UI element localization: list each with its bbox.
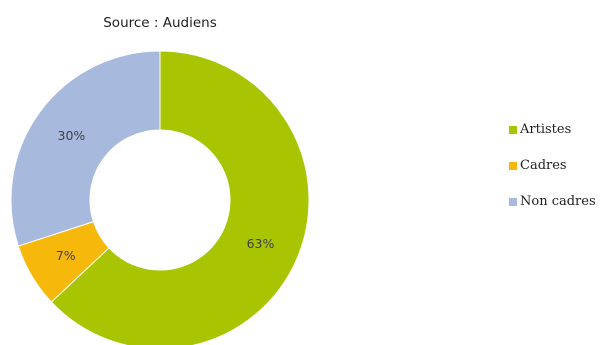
slice-artistes xyxy=(50,50,310,345)
legend-swatch-non-cadres xyxy=(509,198,517,206)
donut-chart: 63% 7% 30% xyxy=(10,50,310,345)
slice-non-cadres xyxy=(10,50,161,247)
data-label-artistes: 63% xyxy=(247,236,275,251)
legend-label-artistes: Artistes xyxy=(520,122,572,137)
data-label-non-cadres: 30% xyxy=(58,128,86,143)
legend-swatch-cadres xyxy=(509,162,517,170)
legend-swatch-artistes xyxy=(509,126,517,134)
legend-label-cadres: Cadres xyxy=(520,158,567,173)
chart-title: Source : Audiens xyxy=(103,15,217,31)
data-label-cadres: 7% xyxy=(56,248,76,263)
legend-label-non-cadres: Non cadres xyxy=(520,194,596,209)
